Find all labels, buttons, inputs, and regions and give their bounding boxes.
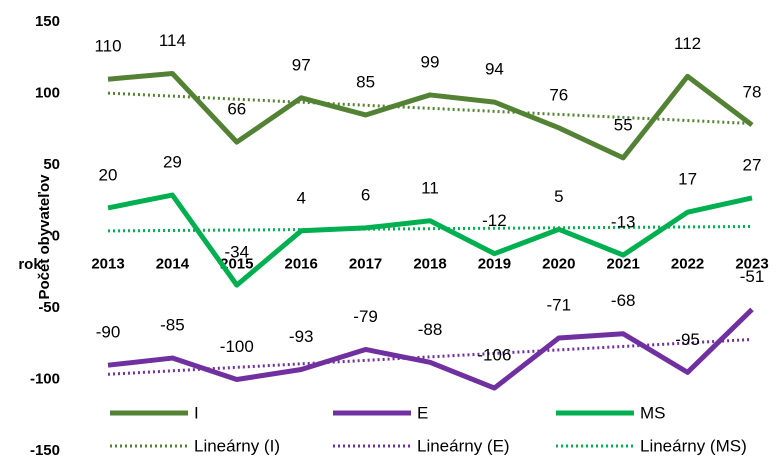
- data-label: -90: [96, 323, 121, 342]
- x-tick-label: 2015: [220, 255, 253, 272]
- legend-label: E: [417, 403, 428, 422]
- y-tick-label: 50: [43, 156, 60, 173]
- data-label: -68: [611, 291, 636, 310]
- legend-label: MS: [640, 403, 666, 422]
- series-line: [107, 307, 754, 391]
- series-line: [107, 70, 754, 161]
- data-label: 94: [485, 60, 504, 79]
- x-tick-label: 2022: [671, 255, 704, 272]
- y-tick-label: -100: [30, 370, 60, 387]
- data-label: 27: [743, 155, 762, 174]
- data-label: 78: [743, 82, 762, 101]
- data-label: 114: [159, 31, 186, 50]
- y-tick-label: 150: [35, 13, 60, 30]
- data-label: 5: [554, 187, 563, 206]
- data-label: 97: [292, 55, 311, 74]
- data-label: -95: [675, 330, 700, 349]
- data-label: -106: [477, 346, 511, 365]
- data-label: 112: [674, 34, 701, 53]
- data-label: 29: [163, 153, 182, 172]
- data-label: 11: [421, 178, 439, 197]
- legend-label: Lineárny (I): [194, 436, 280, 455]
- y-tick-label: -50: [38, 299, 60, 316]
- data-label: 6: [361, 185, 370, 204]
- legend-label: Lineárny (MS): [640, 436, 747, 455]
- x-tick-label: 2014: [156, 255, 190, 272]
- data-label: -34: [225, 243, 250, 262]
- data-label: 17: [678, 170, 697, 189]
- data-label: -79: [353, 307, 378, 326]
- data-label: 110: [94, 37, 121, 56]
- data-label: 85: [356, 72, 375, 91]
- data-label: -93: [289, 327, 314, 346]
- data-label: -51: [740, 267, 765, 286]
- data-label: -85: [160, 316, 185, 335]
- x-tick-label: 2021: [607, 255, 640, 272]
- y-tick-label: -150: [30, 442, 60, 459]
- data-label: -71: [547, 296, 572, 315]
- x-axis-label: rok: [18, 256, 42, 273]
- y-tick-label: 100: [35, 84, 60, 101]
- data-label: -88: [418, 320, 443, 339]
- data-label: 66: [227, 100, 246, 119]
- series-line: [107, 192, 753, 288]
- data-label: 20: [99, 165, 118, 184]
- y-axis-label: Počet obyvateľov: [36, 174, 53, 300]
- data-label: 99: [421, 52, 440, 71]
- data-label: -12: [482, 211, 507, 230]
- x-tick-label: 2017: [349, 255, 382, 272]
- x-tick-label: 2016: [285, 255, 318, 272]
- data-label: 4: [296, 188, 305, 207]
- data-label: 76: [549, 85, 568, 104]
- data-label: -100: [220, 337, 254, 356]
- trend-line: [107, 224, 753, 233]
- x-tick-label: 2019: [478, 255, 511, 272]
- legend-label: I: [194, 403, 199, 422]
- legend-label: Lineárny (E): [417, 436, 510, 455]
- x-tick-label: 2020: [542, 255, 575, 272]
- x-tick-label: 2013: [91, 255, 124, 272]
- data-label: 55: [614, 115, 633, 134]
- x-tick-label: 2018: [413, 255, 446, 272]
- data-label: -13: [611, 213, 636, 232]
- x-tick-label: 2023: [735, 255, 768, 272]
- y-tick-label: 0: [52, 227, 60, 244]
